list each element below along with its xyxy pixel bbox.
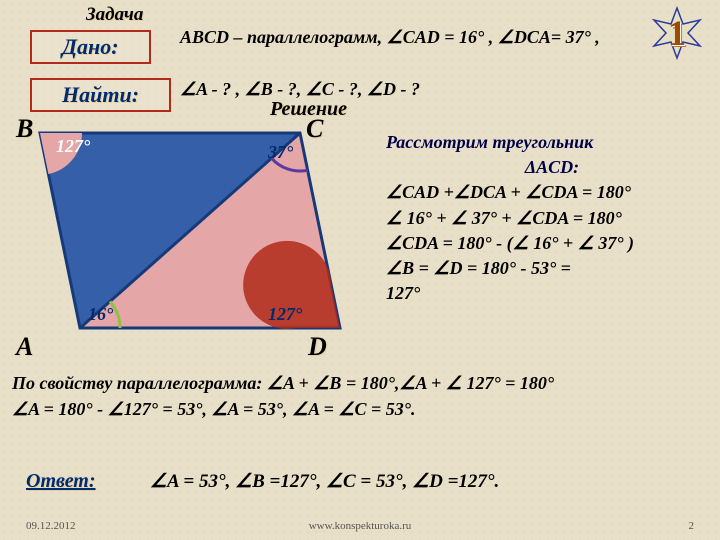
calc-line-5: ∠CDA = 180° - (∠ 16° + ∠ 37° ) bbox=[386, 231, 718, 256]
calc-line-3: ∠CAD +∠DCA + ∠CDA = 180° bbox=[386, 180, 718, 205]
vertex-c: C bbox=[306, 114, 323, 144]
calc-line-2: ΔACD: bbox=[386, 155, 718, 180]
slide-number: 1 bbox=[650, 6, 704, 60]
angle-b-label: 127° bbox=[56, 136, 90, 157]
calc-line-7: 127° bbox=[386, 281, 718, 306]
bottom-line-1: По свойству параллелограмма: ∠A + ∠B = 1… bbox=[12, 370, 718, 396]
vertex-a: A bbox=[16, 332, 33, 362]
angle-d-label: 127° bbox=[268, 304, 302, 325]
calc-line-1: Рассмотрим треугольник bbox=[386, 130, 718, 155]
answer-text: ∠A = 53°, ∠B =127°, ∠C = 53°, ∠D =127°. bbox=[150, 470, 499, 493]
calc-line-6: ∠B = ∠D = 180° - 53° = bbox=[386, 256, 718, 281]
vertex-d: D bbox=[308, 332, 327, 362]
calc-line-4: ∠ 16° + ∠ 37° + ∠CDA = 180° bbox=[386, 206, 718, 231]
given-box: Дано: bbox=[30, 30, 151, 64]
footer-url: www.konspekturoka.ru bbox=[0, 520, 720, 532]
bottom-text: По свойству параллелограмма: ∠A + ∠B = 1… bbox=[12, 370, 718, 422]
task-label: Задача bbox=[86, 4, 143, 26]
footer-page: 2 bbox=[689, 520, 695, 532]
slide-number-badge: 1 bbox=[650, 6, 704, 60]
angle-c-label: 37° bbox=[268, 142, 293, 163]
parallelogram-diagram: B C A D 127° 37° 16° 127° bbox=[10, 118, 380, 358]
answer-label: Ответ: bbox=[26, 470, 96, 493]
bottom-line-2: ∠A = 180° - ∠127° = 53°, ∠A = 53°, ∠A = … bbox=[12, 396, 718, 422]
angle-a-label: 16° bbox=[88, 304, 113, 325]
find-box: Найти: bbox=[30, 78, 171, 112]
calculation-block: Рассмотрим треугольник ΔACD: ∠CAD +∠DCA … bbox=[386, 130, 718, 306]
given-text: ABCD – параллелограмм, ∠CAD = 16° , ∠DCA… bbox=[180, 26, 600, 49]
vertex-b: B bbox=[16, 114, 33, 144]
find-text: ∠A - ? , ∠B - ?, ∠C - ?, ∠D - ? bbox=[180, 78, 600, 101]
